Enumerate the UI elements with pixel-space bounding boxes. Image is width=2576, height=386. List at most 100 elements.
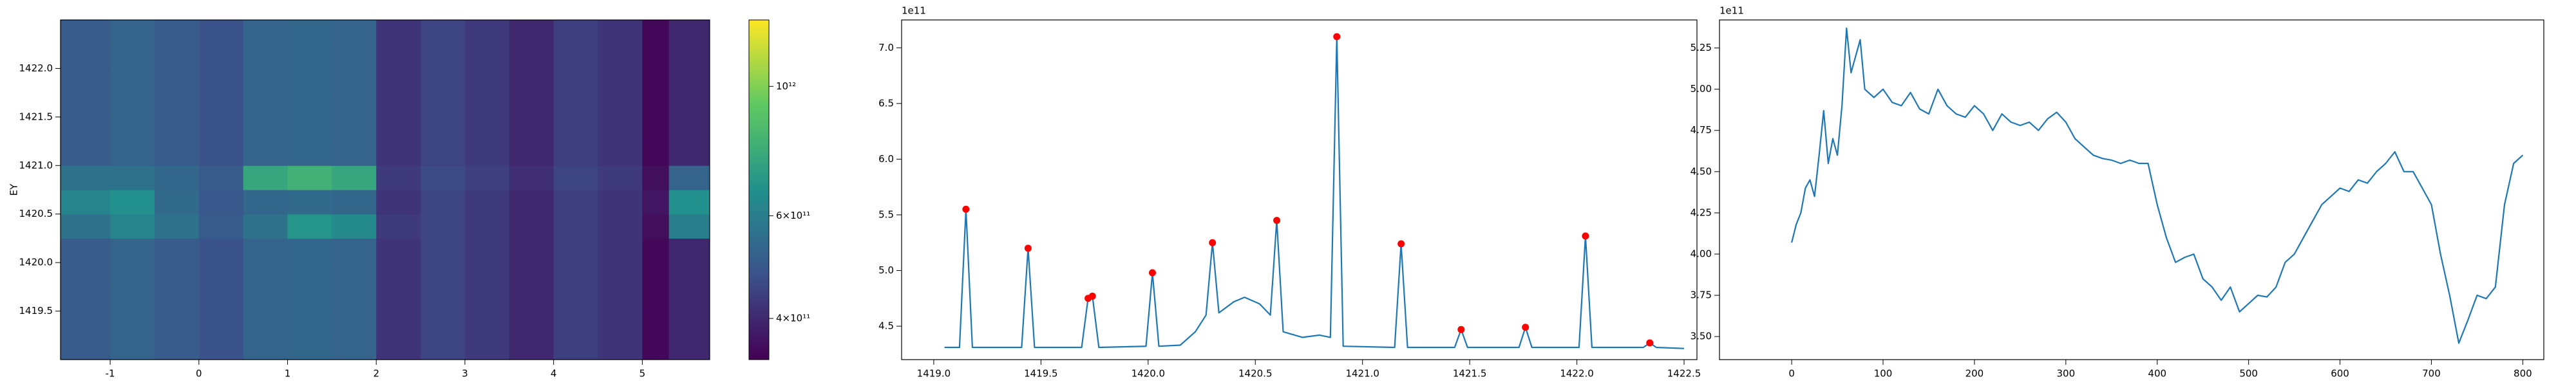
x-tick-label: 100: [1874, 368, 1893, 380]
y-tick-label: 3.50: [1690, 331, 1712, 342]
heatmap-cell: [332, 238, 377, 263]
heatmap-cell: [243, 68, 289, 93]
heatmap-cell: [421, 286, 466, 312]
y-axis-label: EY: [8, 183, 20, 196]
y-tick-label: 1420.0: [19, 257, 53, 268]
heatmap-cell: [509, 141, 554, 166]
heatmap-cell: [598, 44, 643, 69]
heatmap-cell: [553, 141, 598, 166]
heatmap-cell: [198, 20, 244, 45]
y-tick-label: 5.00: [1690, 83, 1712, 95]
heatmap-cell: [198, 116, 244, 142]
heatmap-cell: [376, 311, 421, 336]
heatmap-cell: [110, 214, 155, 239]
heatmap-cell: [110, 311, 155, 336]
heatmap-cell: [642, 93, 670, 118]
heatmap-cell: [61, 141, 111, 166]
x-tick-label: 400: [2148, 368, 2166, 380]
heatmap-cell: [198, 262, 244, 288]
peak-marker: [1024, 244, 1032, 252]
heatmap-cell: [376, 190, 421, 215]
heatmap-cell: [243, 262, 289, 288]
heatmap-cell: [332, 214, 377, 239]
heatmap-cell: [642, 335, 670, 360]
x-tick-label: 1420.0: [1132, 368, 1166, 380]
heatmap-cell: [198, 311, 244, 336]
heatmap-cell: [243, 311, 289, 336]
heatmap-cell: [154, 214, 200, 239]
y-tick-label: 7.0: [878, 42, 894, 53]
x-tick-label: 600: [2331, 368, 2349, 380]
heatmap-cell: [421, 238, 466, 263]
heatmap-cell: [553, 68, 598, 93]
colorbar: [748, 19, 770, 360]
heatmap-cell: [243, 93, 289, 118]
x-tick-label: 300: [2057, 368, 2076, 380]
heatmap-cell: [668, 311, 710, 336]
heatmap-cell: [642, 20, 670, 45]
heatmap-cell: [464, 165, 510, 190]
heatmap-cell: [642, 286, 670, 312]
heatmap-cell: [376, 165, 421, 190]
x-tick-label: 2: [373, 368, 379, 380]
heatmap-cell: [287, 165, 332, 190]
peak-marker: [1646, 339, 1654, 347]
heatmap-cell: [110, 262, 155, 288]
heatmap-cell: [598, 262, 643, 288]
heatmap-cell: [509, 335, 554, 360]
heatmap-cell: [668, 286, 710, 312]
heatmap-cell: [110, 116, 155, 142]
y-tick-label: 1421.0: [19, 160, 53, 171]
y-tick-label: 1422.0: [19, 62, 53, 74]
x-tick-label: 1419.0: [917, 368, 951, 380]
heatmap-cell: [154, 238, 200, 263]
heatmap-cell: [243, 165, 289, 190]
heatmap-cell: [61, 20, 111, 45]
heatmap-cell: [154, 44, 200, 69]
heatmap-cell: [642, 238, 670, 263]
heatmap-cell: [553, 93, 598, 118]
x-tick-label: -1: [106, 368, 115, 380]
peak-marker: [1333, 33, 1341, 41]
heatmap-cell: [464, 44, 510, 69]
heatmap-cell: [110, 141, 155, 166]
heatmap-cell: [668, 20, 710, 45]
heatmap-cell: [553, 286, 598, 312]
x-tick-label: 1422.0: [1560, 368, 1594, 380]
heatmap-cell: [376, 214, 421, 239]
heatmap-cell: [61, 165, 111, 190]
peak-marker: [962, 205, 970, 213]
y-tick-label: 6.0: [878, 153, 894, 165]
heatmap-cell: [509, 238, 554, 263]
heatmap-cell: [421, 141, 466, 166]
heatmap-cell: [61, 93, 111, 118]
heatmap-cell: [198, 238, 244, 263]
heatmap-cell: [332, 116, 377, 142]
heatmap-cell: [287, 44, 332, 69]
heatmap-cell: [198, 286, 244, 312]
axes-frame: [901, 19, 1698, 360]
peak-marker: [1457, 326, 1465, 333]
x-tick-label: 1420.5: [1238, 368, 1273, 380]
heatmap-cell: [598, 214, 643, 239]
y-tick-label: 1421.5: [19, 111, 53, 122]
peak-marker: [1397, 240, 1405, 248]
heatmap-cell: [198, 165, 244, 190]
heatmap-cell: [154, 286, 200, 312]
y-tick-label: 4.75: [1690, 124, 1712, 136]
heatmap-cell: [287, 238, 332, 263]
heatmap-cell: [553, 20, 598, 45]
heatmap-cell: [598, 238, 643, 263]
heatmap-cell: [332, 20, 377, 45]
heatmap-cell: [287, 93, 332, 118]
colorbar-tick-label: 6×10¹¹: [776, 210, 810, 221]
heatmap-cell: [154, 20, 200, 45]
axes-frame: [1719, 19, 2544, 360]
heatmap-cell: [509, 165, 554, 190]
heatmap-cell: [332, 93, 377, 118]
peak-marker: [1148, 269, 1156, 277]
heatmap-cell: [61, 311, 111, 336]
x-tick-label: 800: [2514, 368, 2532, 380]
y-tick-label: 5.0: [878, 264, 894, 276]
axes-frame: [60, 19, 710, 360]
